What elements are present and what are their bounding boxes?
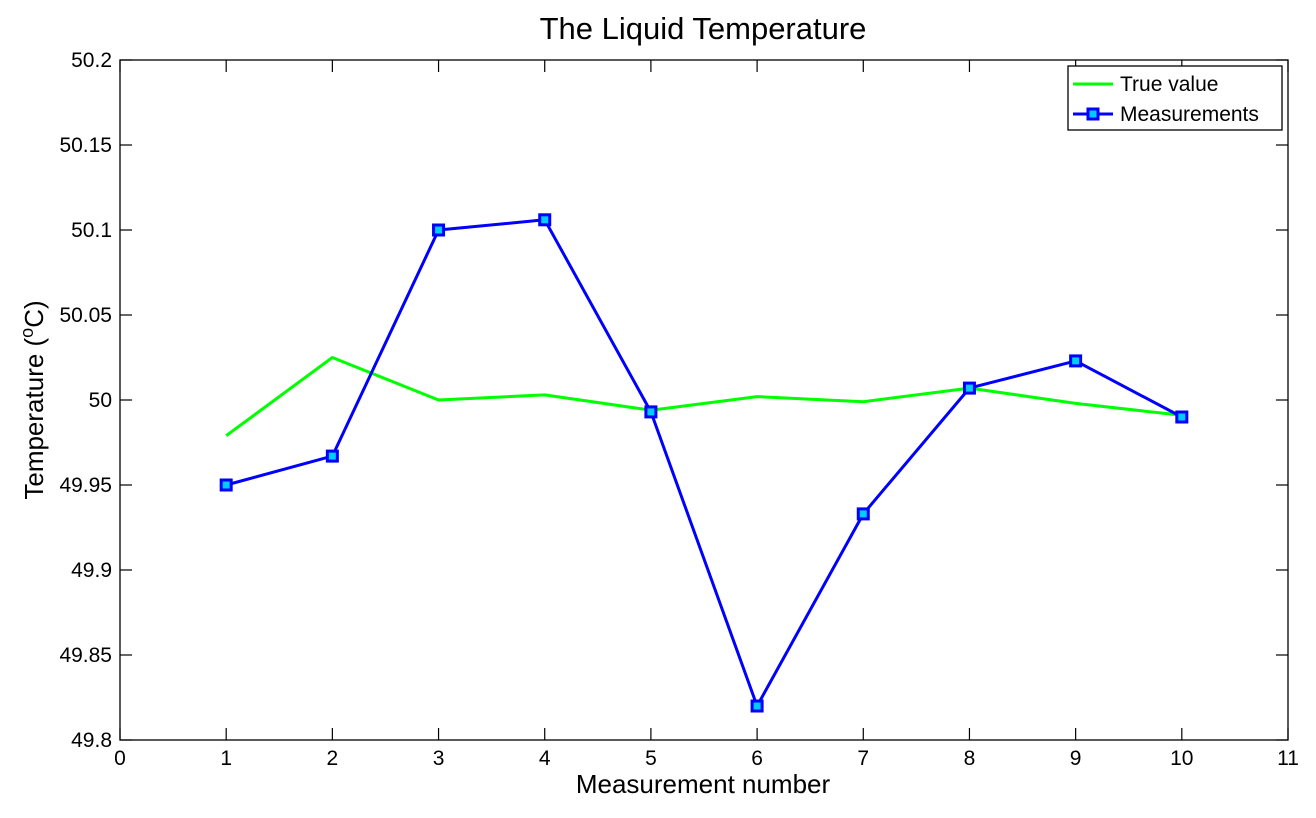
x-tick-label-0: 0 [114,747,126,770]
y-tick-label-7: 50.15 [59,134,112,157]
plot-area [119,59,1289,741]
legend-box [1067,65,1283,131]
x-tick-label-11: 11 [1277,747,1299,770]
y-tick-label-5: 50.05 [59,304,112,327]
x-tick-label-3: 3 [433,747,445,770]
x-tick-label-10: 10 [1170,747,1193,770]
x-tick-label-8: 8 [964,747,976,770]
point-measurements-1 [219,478,233,492]
x-tick-label-6: 6 [751,747,763,770]
x-axis-label: Measurement number [576,769,831,799]
y-tick-label-8: 50.2 [71,49,112,72]
legend-marker-measurements [1086,107,1100,121]
y-tick-label-0: 49.8 [71,729,112,752]
point-measurements-8 [962,381,976,395]
y-tick-label-4: 50 [89,389,112,412]
point-measurements-2 [325,449,339,463]
x-tick-label-9: 9 [1070,747,1082,770]
y-tick-label-2: 49.9 [71,559,112,582]
point-measurements-3 [432,223,446,237]
x-tick-label-5: 5 [645,747,657,770]
x-tick-label-7: 7 [857,747,869,770]
point-measurements-10 [1175,410,1189,424]
x-tick-label-4: 4 [539,747,551,770]
chart-title: The Liquid Temperature [540,11,867,46]
legend: True value Measurements [1067,65,1283,131]
y-tick-label-6: 50.1 [71,219,112,242]
point-measurements-5 [644,405,658,419]
point-measurements-6 [750,699,764,713]
y-axis-label-tail: C) [19,300,49,327]
point-measurements-4 [538,213,552,227]
legend-label-measurements: Measurements [1120,103,1259,126]
y-axis-label-main: Temperature ( [19,337,49,499]
x-tick-label-2: 2 [327,747,339,770]
series-line-measurements [225,218,1183,708]
legend-label-true-value: True value [1120,73,1218,96]
series-layer [219,213,1189,713]
y-tick-label-1: 49.85 [59,644,112,667]
x-tick-label-1: 1 [220,747,232,770]
series-line-true-value [225,356,1182,437]
point-measurements-7 [856,507,870,521]
y-axis-label: Temperature (oC) [17,300,49,499]
y-tick-label-3: 49.95 [59,474,112,497]
point-measurements-9 [1069,354,1083,368]
y-axis-label-superscript: o [17,328,37,338]
axis-ticks: 0 1 2 3 4 5 6 7 8 9 10 11 49.8 49.85 49.9 49.95 50 50.05 5… [59,49,1298,770]
